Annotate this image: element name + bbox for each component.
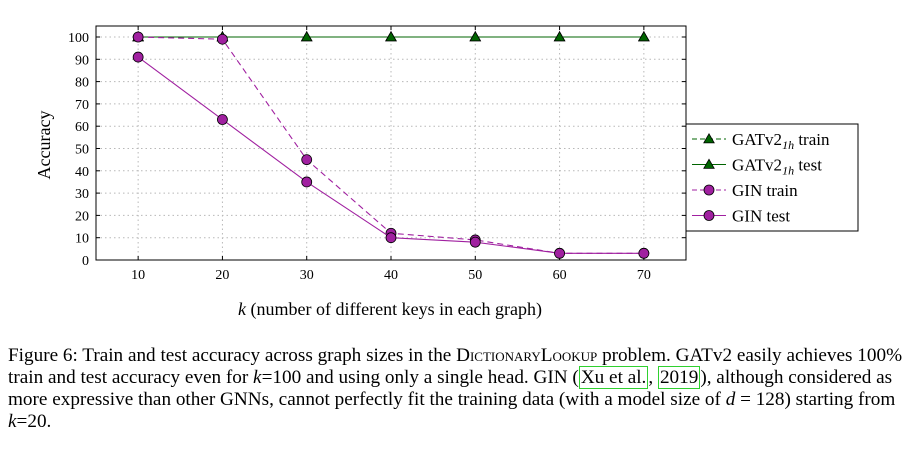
y-tick-label: 90 [75, 53, 89, 68]
caption-problem-name: DictionaryLookup [456, 345, 598, 366]
y-tick-label: 0 [82, 254, 89, 269]
y-tick-label: 30 [75, 187, 89, 202]
legend-label: GATv21h test [732, 156, 822, 178]
data-point [301, 176, 313, 188]
data-point [300, 30, 313, 42]
legend-marker [703, 184, 715, 196]
y-tick-label: 50 [75, 143, 89, 158]
series-3 [132, 51, 650, 259]
data-point [385, 232, 397, 244]
data-point [637, 30, 650, 42]
caption-part: =20. [16, 411, 52, 432]
data-point [132, 51, 144, 63]
caption-part: problem. GATv2 easily achieves 100% trai… [8, 345, 903, 388]
y-ticks: 0 10 20 30 40 50 60 70 80 90 100 [68, 31, 686, 269]
y-tick-label: 60 [75, 120, 89, 135]
legend-marker [703, 158, 715, 169]
data-point [469, 30, 482, 42]
y-tick-label: 100 [68, 31, 89, 46]
legend-marker [703, 132, 715, 144]
data-point [638, 247, 650, 259]
y-tick-label: 80 [75, 76, 89, 91]
legend-marker [703, 210, 715, 221]
data-point [385, 30, 397, 42]
caption-part: =100 and using only a single head. GIN ( [261, 367, 579, 388]
x-tick-label: 40 [384, 268, 398, 283]
x-axis-label-text: (number of different keys in each graph) [246, 299, 542, 320]
data-point [553, 30, 566, 42]
accuracy-chart: 10 20 30 40 50 60 70 0 10 20 30 40 50 60 70 80 90 100 Ac… [34, 25, 859, 320]
data-point [554, 247, 565, 259]
y-tick-label: 20 [75, 209, 89, 224]
legend-label: GIN train [732, 181, 798, 200]
caption-k: k [8, 411, 17, 432]
legend-box [685, 123, 859, 232]
x-axis-label: k (number of different keys in each grap… [238, 299, 542, 320]
caption-part: Figure 6: Train and test accuracy across… [8, 345, 457, 366]
legend: GATv21h train GATv21h test GIN train GIN te… [685, 123, 859, 232]
figure-caption: Figure 6: Train and test accuracy across… [8, 345, 904, 433]
data-point [301, 154, 313, 166]
x-ticks: 10 20 30 40 50 60 70 [131, 26, 651, 283]
data-point [217, 114, 228, 125]
x-tick-label: 50 [468, 268, 482, 283]
data-point [132, 31, 144, 43]
caption-part: ), although considered as more expressiv… [8, 367, 893, 410]
grid [96, 26, 686, 261]
y-tick-label: 70 [75, 98, 89, 113]
x-axis-label-symbol: k [238, 299, 247, 319]
y-tick-label: 10 [75, 232, 89, 247]
y-axis-label: Accuracy [34, 111, 54, 180]
caption-part: , [648, 367, 658, 388]
x-tick-label: 30 [300, 268, 314, 283]
series-line [137, 56, 644, 254]
caption-d: d [725, 389, 736, 410]
x-tick-label: 20 [215, 268, 229, 283]
x-tick-label: 10 [131, 268, 145, 283]
legend-label: GIN test [732, 207, 790, 226]
x-tick-label: 60 [553, 268, 567, 283]
data-point [469, 236, 481, 248]
y-tick-label: 40 [75, 165, 89, 180]
caption-k: k [253, 367, 262, 388]
legend-label: GATv21h train [732, 130, 830, 152]
caption-part: = 128) starting from [735, 389, 896, 410]
series-lines [132, 30, 650, 259]
citation-authors-link[interactable]: Xu et al. [578, 366, 649, 389]
data-point [217, 33, 228, 45]
series-1 [132, 30, 650, 42]
citation-year-link[interactable]: 2019 [657, 366, 701, 389]
x-tick-label: 70 [637, 268, 651, 283]
